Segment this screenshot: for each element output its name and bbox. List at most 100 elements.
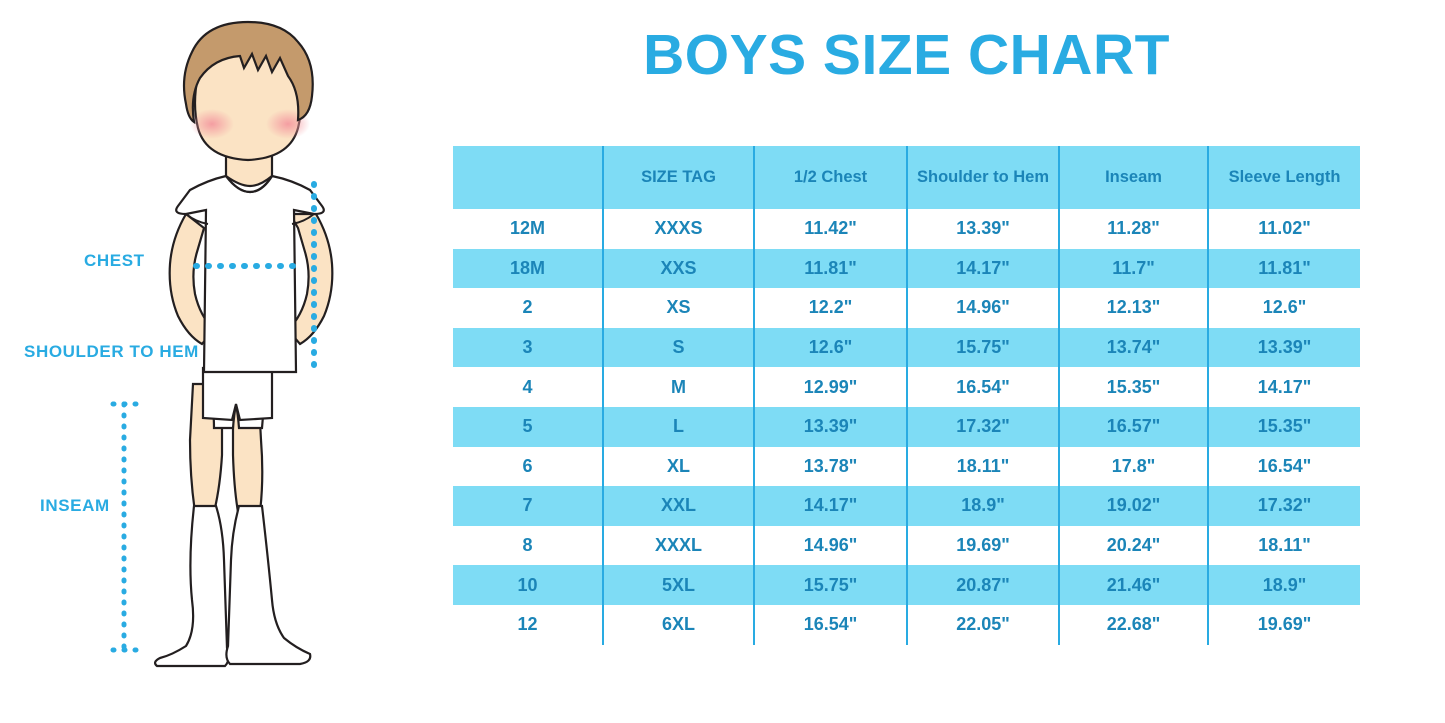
table-cell: S <box>602 327 754 368</box>
table-cell: 12.6" <box>1207 288 1360 328</box>
left-arm <box>168 212 216 346</box>
shirt-collar <box>225 175 273 194</box>
table-row: 7 XXL 14.17" 18.9" 19.02" 17.32" <box>453 486 1360 526</box>
table-cell: 15.35" <box>1058 367 1208 407</box>
size-chart-table: SIZE TAG 1/2 Chest Shoulder to Hem Insea… <box>453 146 1360 645</box>
table-cell: 16.54" <box>753 604 907 645</box>
header-cell-sleeve-length: Sleeve Length <box>1207 146 1360 209</box>
boy-figure-illustration: CHEST SHOULDER TO HEM INSEAM <box>0 0 450 723</box>
table-cell: 12 <box>517 614 538 635</box>
table-cell: 19.69" <box>1207 604 1360 645</box>
table-cell: L <box>602 406 754 447</box>
table-cell: 16.54" <box>1207 446 1360 487</box>
table-cell: 14.17" <box>1207 367 1360 407</box>
table-cell: 13.74" <box>1058 327 1208 368</box>
header-row: SIZE TAG 1/2 Chest Shoulder to Hem Insea… <box>453 146 1360 209</box>
table-cell: 4 <box>522 376 533 397</box>
figure-shorts-group <box>201 366 274 430</box>
table-cell: 10 <box>453 565 603 605</box>
table-cell: 19.02" <box>1058 486 1208 526</box>
table-cell: 7 <box>453 486 603 526</box>
shorts-main <box>201 366 274 422</box>
table-cell: XXL <box>602 486 754 526</box>
table-cell: 16.54" <box>906 367 1059 407</box>
table-cell: XXXL <box>602 525 754 566</box>
table-row: 3 S 12.6" 15.75" 13.74" 13.39" <box>453 327 1360 368</box>
table-cell: 18.9" <box>906 486 1059 526</box>
boy-figure-svg <box>110 20 334 668</box>
table-cell: 11.81" <box>753 248 907 289</box>
table-cell: 12.2" <box>753 288 907 328</box>
table-row: 10 5XL 15.75" 20.87" 21.46" 18.9" <box>453 565 1360 605</box>
table-cell: 3 <box>453 327 603 368</box>
table-cell: 14.17" <box>906 248 1059 289</box>
table-cell: 12.99" <box>753 367 907 407</box>
right-boot <box>225 504 312 666</box>
table-cell: 17.8" <box>1058 446 1208 487</box>
table-row: 4 M 12.99" 16.54" 15.35" 14.17" <box>453 367 1360 407</box>
table-cell: 18.11" <box>906 446 1059 487</box>
table-cell: 13.39" <box>906 209 1059 249</box>
table-row: 8 XXXL 14.96" 19.69" 20.24" 18.11" <box>453 525 1360 566</box>
table-cell: 21.46" <box>1058 565 1208 605</box>
right-arm <box>286 212 334 346</box>
table-row: 2 XS 12.2" 14.96" 12.13" 12.6" <box>453 288 1360 328</box>
table-cell: M <box>602 367 754 407</box>
table-cell: 11.02" <box>1207 209 1360 249</box>
left-blush <box>190 109 234 139</box>
table-cell: XS <box>602 288 754 328</box>
table-cell: 16.57" <box>1058 406 1208 447</box>
table-cell: 22.05" <box>906 604 1059 645</box>
page-title: BOYS SIZE CHART <box>643 23 1170 87</box>
left-sleeve-hem <box>185 213 209 225</box>
table-cell: 17.32" <box>1207 486 1360 526</box>
table-row: 6 XL 13.78" 18.11" 17.8" 16.54" <box>453 446 1360 487</box>
table-cell: 5 <box>453 406 603 447</box>
header-cell-size <box>453 146 603 209</box>
table-cell: 12M <box>509 218 545 239</box>
table-cell: 15.75" <box>906 327 1059 368</box>
figure-arms-group <box>168 212 334 346</box>
table-cell: 15.75" <box>753 565 907 605</box>
table-cell: 18.9" <box>1207 565 1360 605</box>
table-row: 12 6XL 16.54" 22.05" 22.68" 19.69" <box>453 604 1360 645</box>
table-cell: 11.81" <box>1207 248 1360 289</box>
table-cell: 14.96" <box>753 525 907 566</box>
table-cell: 11.42" <box>753 209 907 249</box>
table-cell: 22.68" <box>1058 604 1208 645</box>
table-cell: 13.78" <box>753 446 907 487</box>
table-cell: 6 <box>522 455 533 476</box>
table-cell: 13.39" <box>753 406 907 447</box>
table-cell: 6XL <box>602 604 754 645</box>
table-row: 5 L 13.39" 17.32" 16.57" 15.35" <box>453 406 1360 447</box>
table-cell: XXXS <box>602 209 754 249</box>
table-cell: 20.24" <box>1058 525 1208 566</box>
chest-label: CHEST <box>84 251 145 270</box>
header-cell-inseam: Inseam <box>1058 146 1208 209</box>
table-cell: 19.69" <box>906 525 1059 566</box>
table-cell: 17.32" <box>906 406 1059 447</box>
table-header: SIZE TAG 1/2 Chest Shoulder to Hem Insea… <box>453 146 1360 209</box>
table-cell: 11.28" <box>1058 209 1208 249</box>
header-cell-shoulder-to-hem: Shoulder to Hem <box>906 146 1059 209</box>
table-cell: 2 <box>522 297 533 318</box>
table-cell: 5XL <box>602 565 754 605</box>
figure-head-group <box>182 20 314 162</box>
table-cell: 14.17" <box>753 486 907 526</box>
table-cell: XL <box>602 446 754 487</box>
table-cell: 20.87" <box>906 565 1059 605</box>
left-boot <box>153 504 230 668</box>
inseam-label: INSEAM <box>40 496 110 515</box>
table-cell: 12.6" <box>753 327 907 368</box>
table-cell: 14.96" <box>906 288 1059 328</box>
table-cell: 11.7" <box>1058 248 1208 289</box>
table-cell: XXS <box>602 248 754 289</box>
table-row: 18M XXS 11.81" 14.17" 11.7" 11.81" <box>453 248 1360 289</box>
hair <box>182 20 314 125</box>
right-sleeve-hem <box>291 213 315 225</box>
shoulder-to-hem-label: SHOULDER TO HEM <box>24 342 199 361</box>
table-cell: 18M <box>453 248 603 289</box>
header-cell-size-tag: SIZE TAG <box>602 146 754 209</box>
measurement-lines <box>110 181 317 653</box>
table-body: 12M XXXS 11.42" 13.39" 11.28" 11.02" 18M XXS 11.… <box>453 209 1360 645</box>
